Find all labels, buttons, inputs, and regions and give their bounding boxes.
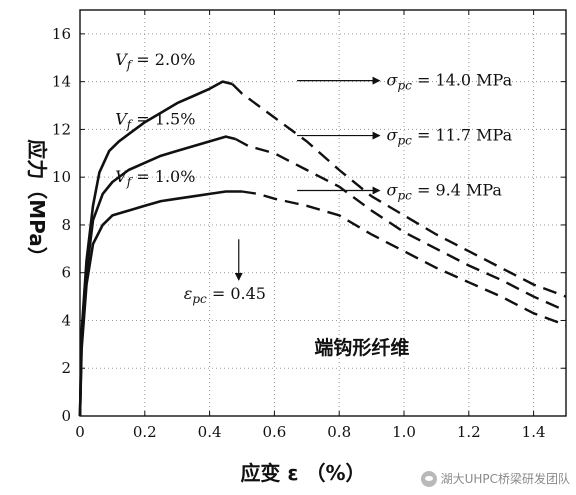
y-tick-label: 14	[52, 73, 71, 91]
vf-subscript: f	[126, 118, 134, 132]
vf-symbol: V	[115, 167, 128, 186]
series-line-postpeak	[234, 137, 567, 312]
sigma-value: = 14.0 MPa	[412, 71, 513, 90]
sigma-symbol: σ	[387, 181, 399, 200]
sigma-label: σpc = 11.7 MPa	[387, 126, 513, 148]
series-line-prepeak	[78, 80, 233, 417]
vf-symbol: V	[115, 110, 128, 129]
y-tick-label: 16	[52, 25, 71, 43]
sigma-label: σpc = 14.0 MPa	[387, 71, 513, 93]
y-tick-label: 0	[61, 407, 71, 425]
series-line-prepeak	[78, 135, 236, 417]
x-tick-label: 1.4	[522, 423, 546, 441]
tick-group: 0 0.2 0.4 0.6 0.8 1.0 1.2 1.4 0 2 4 6 8 10 12 14 16	[52, 10, 566, 441]
vf-subscript: f	[126, 175, 134, 189]
vf-symbol: V	[115, 50, 128, 69]
sigma-symbol: σ	[387, 126, 399, 145]
y-tick-label: 10	[52, 168, 71, 186]
vf-value: = 1.5%	[131, 110, 195, 129]
x-tick-label: 0.8	[327, 423, 351, 441]
series-2	[78, 135, 567, 417]
sigma-value: = 9.4 MPa	[412, 181, 503, 200]
sigma-label: σpc = 9.4 MPa	[387, 181, 503, 203]
wechat-icon	[420, 470, 437, 487]
x-tick-label: 1.2	[457, 423, 481, 441]
sigma-subscript: pc	[397, 134, 412, 148]
x-tick-label: 0.6	[262, 423, 286, 441]
sigma-value: = 11.7 MPa	[412, 126, 513, 145]
x-tick-label: 1.0	[392, 423, 416, 441]
epsilon-label: εpc = 0.45	[184, 284, 266, 306]
x-tick-label: 0	[75, 423, 85, 441]
sigma-annotation: σpc = 9.4 MPa	[297, 181, 502, 203]
epsilon-value: = 0.45	[207, 284, 266, 303]
watermark: 湖大UHPC桥梁研发团队	[420, 470, 570, 487]
grid-lines	[80, 10, 566, 416]
vf-subscript: f	[126, 58, 134, 72]
y-tick-label: 2	[61, 359, 71, 377]
fiber-type-label: 端钩形纤维	[314, 336, 409, 359]
epsilon-annotation: εpc = 0.45	[184, 239, 266, 306]
y-axis-label: 应力（MPa）	[25, 139, 49, 267]
y-tick-label: 12	[52, 120, 71, 138]
x-tick-label: 0.4	[198, 423, 222, 441]
sigma-subscript: pc	[397, 79, 412, 93]
vf-label: Vf = 2.0%	[115, 50, 195, 72]
sigma-annotation: σpc = 14.0 MPa	[297, 71, 513, 93]
series-3	[78, 190, 567, 417]
x-tick-label: 0.2	[133, 423, 157, 441]
series-line-postpeak	[241, 190, 567, 327]
series-line-postpeak	[231, 83, 567, 298]
sigma-symbol: σ	[387, 71, 399, 90]
epsilon-symbol: ε	[184, 284, 193, 303]
plot-frame	[79, 9, 567, 417]
epsilon-subscript: pc	[192, 292, 207, 306]
x-axis-label: 应变 ε （%）	[240, 461, 365, 485]
vf-label: Vf = 1.0%	[115, 167, 195, 189]
watermark-text: 湖大UHPC桥梁研发团队	[440, 472, 570, 486]
vf-value: = 1.0%	[131, 167, 195, 186]
vf-label: Vf = 1.5%	[115, 110, 195, 132]
y-tick-label: 4	[61, 311, 71, 329]
sigma-subscript: pc	[397, 189, 412, 203]
sigma-annotation: σpc = 11.7 MPa	[297, 126, 513, 148]
y-tick-label: 8	[61, 216, 71, 234]
series-line-prepeak	[78, 190, 242, 417]
y-tick-label: 6	[61, 264, 71, 282]
series-1	[78, 80, 567, 417]
vf-value: = 2.0%	[131, 50, 195, 69]
